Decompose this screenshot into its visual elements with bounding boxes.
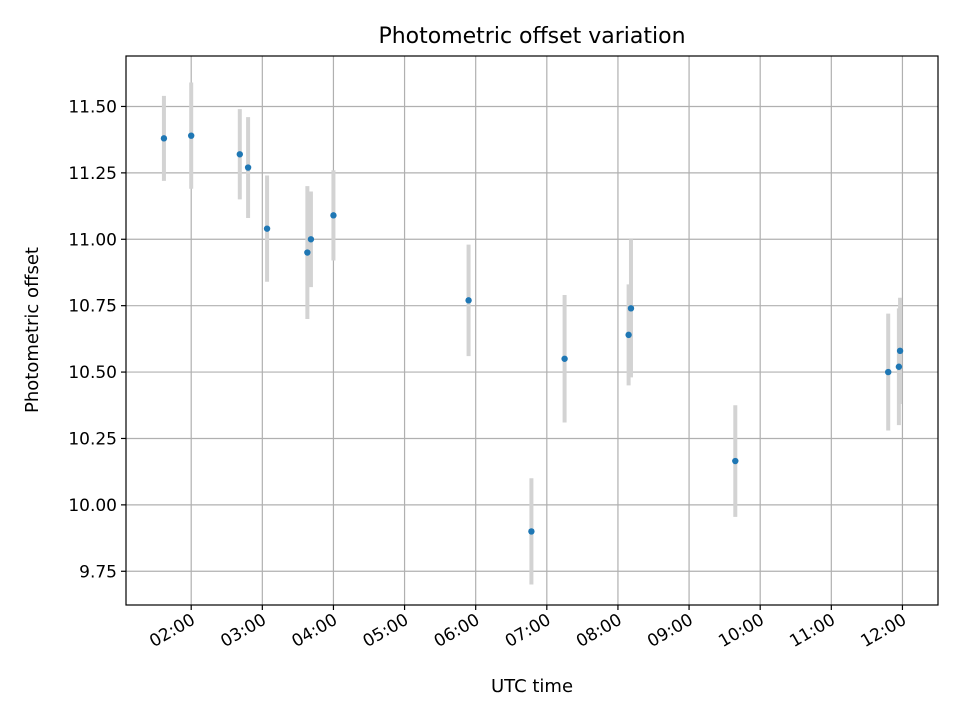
data-point (307, 236, 315, 243)
data-point (465, 297, 472, 304)
data-point (236, 151, 243, 158)
y-tick-label: 11.00 (68, 230, 117, 250)
data-point (304, 249, 311, 256)
data-point (263, 225, 271, 232)
x-tick-label: 12:00 (858, 610, 910, 652)
y-tick-label: 9.75 (79, 562, 117, 582)
y-tick-label: 10.25 (68, 429, 117, 449)
plot-frame (125, 55, 939, 606)
data-point (732, 457, 739, 465)
x-tick-label: 06:00 (431, 610, 483, 652)
x-tick-label: 08:00 (573, 610, 625, 652)
data-point (896, 347, 904, 355)
x-tick-label: 03:00 (217, 610, 269, 652)
x-axis-ticks: 02:00 03:00 04:00 05:00 06:00 07:00 08:00 09:00… (146, 605, 910, 652)
x-tick-label: 04:00 (289, 610, 341, 652)
data-point (160, 135, 168, 142)
data-points (160, 132, 904, 535)
data-point (330, 212, 337, 219)
grid (126, 56, 938, 605)
x-tick-label: 02:00 (146, 610, 198, 652)
data-point (561, 355, 568, 362)
data-point (625, 331, 632, 339)
y-tick-label: 10.00 (68, 496, 117, 516)
y-axis-label: Photometric offset (22, 247, 43, 413)
data-point (627, 305, 635, 312)
x-tick-label: 05:00 (360, 610, 412, 652)
x-tick-label: 10:00 (715, 610, 767, 652)
y-tick-label: 10.75 (68, 297, 117, 317)
y-tick-label: 11.50 (68, 97, 117, 117)
x-tick-label: 07:00 (502, 610, 554, 652)
y-tick-label: 10.50 (68, 363, 117, 383)
data-point (187, 132, 195, 139)
y-tick-label: 11.25 (68, 164, 117, 184)
data-point (885, 368, 892, 376)
x-axis-label: UTC time (491, 676, 573, 697)
x-tick-label: 11:00 (786, 610, 838, 652)
chart-title: Photometric offset variation (378, 24, 685, 49)
y-axis-ticks: 9.75 10.00 10.25 10.50 10.75 11.00 11.25 11.50 (68, 97, 126, 582)
data-point (528, 528, 535, 535)
data-point (895, 363, 903, 370)
data-point (244, 164, 252, 171)
x-tick-label: 09:00 (644, 610, 696, 652)
